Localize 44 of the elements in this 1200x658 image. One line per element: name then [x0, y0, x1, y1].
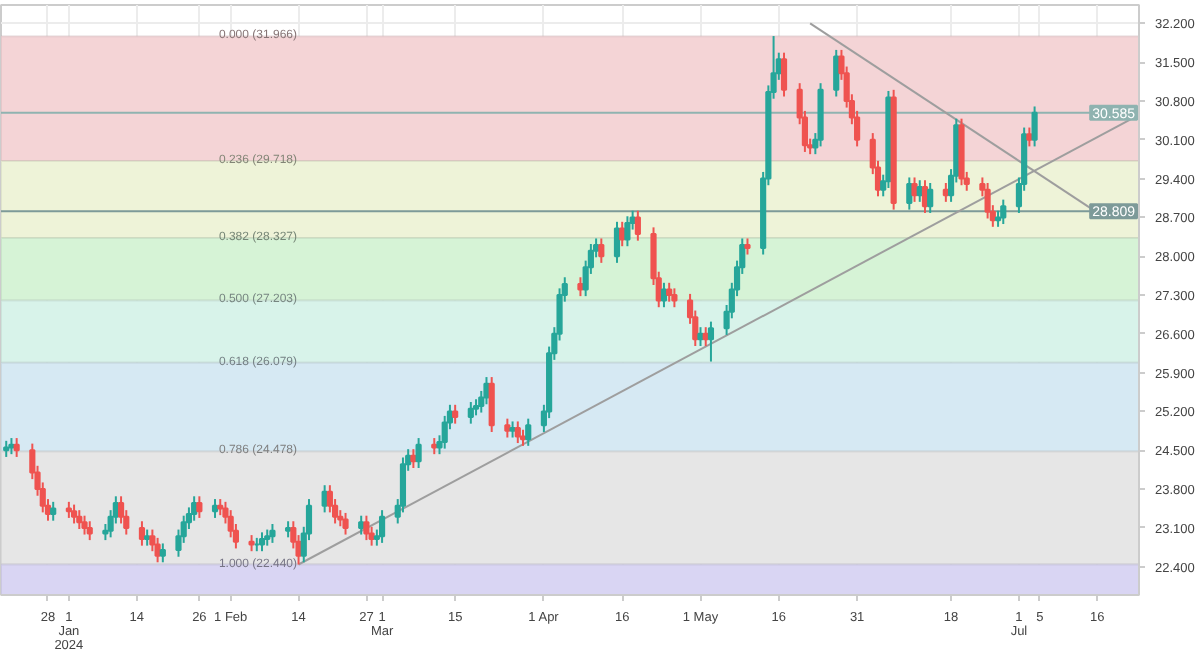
candlestick	[50, 500, 57, 522]
candlestick	[598, 237, 605, 264]
candlestick	[76, 509, 83, 531]
candlestick	[911, 176, 918, 203]
candlestick	[613, 220, 621, 264]
candlestick	[191, 495, 198, 522]
candlestick	[70, 503, 78, 525]
candlestick	[624, 215, 631, 248]
candlestick	[488, 376, 495, 433]
candlestick	[378, 509, 386, 544]
candlestick	[906, 176, 913, 211]
candlestick	[504, 417, 511, 439]
candlestick	[81, 514, 88, 536]
candlestick	[833, 48, 840, 98]
candlestick	[660, 281, 668, 309]
candlestick	[780, 51, 788, 98]
candlestick	[984, 182, 991, 220]
candlestick	[13, 437, 20, 458]
candlestick	[269, 523, 276, 544]
candlestick	[342, 511, 349, 536]
candlestick	[927, 182, 934, 214]
candlestick	[154, 536, 161, 564]
candlestick	[1031, 105, 1038, 148]
candlestick	[258, 531, 266, 553]
candlestick	[410, 448, 417, 470]
candlestick	[707, 320, 715, 363]
candlestick	[671, 287, 678, 309]
candlestick	[1026, 126, 1033, 148]
candlestick	[697, 326, 704, 348]
candlestick	[363, 514, 370, 542]
candlestick	[634, 209, 641, 242]
candlestick	[467, 401, 474, 425]
candlestick	[138, 520, 146, 547]
candlestick	[415, 437, 422, 470]
candlestick	[483, 376, 490, 406]
candlestick	[666, 281, 673, 303]
candlestick	[452, 403, 459, 425]
candlestick	[577, 276, 584, 298]
candlestick	[196, 495, 203, 519]
candlestick	[525, 417, 532, 447]
candlestick	[1000, 198, 1007, 226]
candlestick	[159, 542, 166, 564]
candlestick	[514, 420, 521, 445]
candlestick	[86, 520, 93, 542]
